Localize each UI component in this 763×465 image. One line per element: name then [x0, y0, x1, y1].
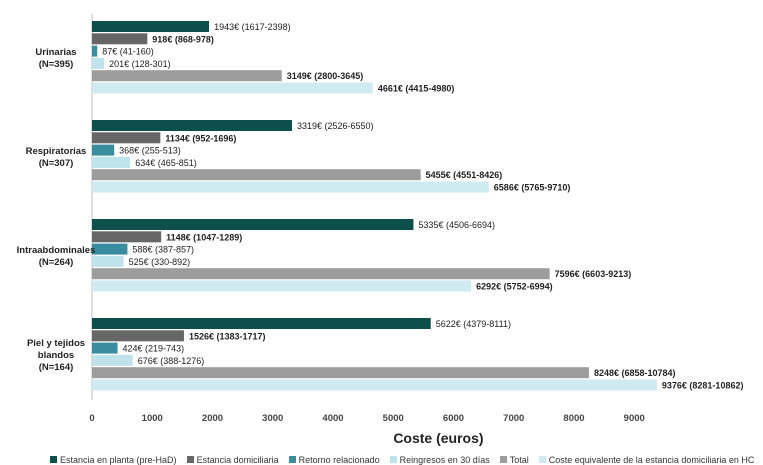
x-tick-label: 7000 [503, 413, 524, 424]
legend-label: Retorno relacionado [298, 454, 380, 465]
legend-swatch [499, 456, 507, 463]
bar [92, 132, 161, 144]
data-label: 201€ (128-301) [109, 59, 171, 69]
legend-swatch [50, 456, 57, 463]
bar [92, 255, 124, 267]
category-label: Intraabdominales [17, 245, 96, 256]
x-axis-title: Coste (euros) [393, 430, 483, 446]
data-label: 634€ (465-851) [135, 158, 197, 168]
legend-label: Coste equivalente de la estancia domicil… [548, 454, 755, 465]
data-label: 918€ (868-978) [152, 34, 214, 44]
legend-label: Reingresos en 30 días [399, 454, 490, 465]
data-label: 5455€ (4551-8426) [426, 170, 503, 180]
bar [92, 82, 373, 94]
data-label: 1134€ (952-1696) [165, 133, 236, 143]
data-label: 7596€ (6603-9213) [555, 269, 632, 279]
bar [92, 342, 118, 354]
bar [92, 181, 489, 193]
bar [92, 70, 282, 82]
legend: Estancia en planta (pre-HaD) Estancia dom… [0, 454, 763, 465]
bar [92, 268, 550, 280]
data-label: 3319€ (2526-6550) [297, 121, 374, 131]
data-label: 4661€ (4415-4980) [378, 84, 455, 94]
legend-label: Estancia domiciliaria [196, 454, 279, 465]
bar [92, 379, 657, 391]
category-label: (N=164) [39, 362, 74, 373]
bar [92, 144, 115, 156]
data-label: 424€ (219-743) [123, 344, 185, 354]
category-label: (N=307) [39, 158, 74, 169]
data-label: 368€ (255-513) [119, 146, 181, 156]
bar [92, 21, 210, 32]
category-label: Respiratorias [26, 146, 87, 157]
legend-swatch [186, 456, 194, 463]
bar [92, 367, 589, 379]
bar [92, 243, 128, 255]
bar [92, 57, 105, 69]
bar [92, 219, 414, 230]
bar [92, 330, 184, 342]
bar [92, 45, 98, 57]
legend-item: Estancia domiciliaria [186, 454, 279, 465]
legend-swatch [389, 456, 397, 463]
data-label: 1148€ (1047-1289) [166, 232, 242, 242]
x-tick-label: 9000 [624, 413, 645, 424]
data-label: 525€ (330-892) [129, 257, 191, 267]
bar [92, 280, 472, 292]
data-label: 9376€ (8281-10862) [662, 381, 744, 391]
bar [92, 33, 148, 45]
x-tick-label: 4000 [322, 413, 343, 424]
category-label: blandos [38, 350, 74, 361]
x-tick-label: 2000 [202, 413, 223, 424]
data-label: 6586€ (5765-9710) [494, 183, 571, 193]
bar [92, 354, 133, 366]
bar [92, 156, 131, 168]
bar [92, 231, 162, 243]
x-tick-label: 6000 [443, 413, 464, 424]
data-label: 3149€ (2800-3645) [287, 71, 364, 81]
category-label: Urinarias [35, 47, 76, 58]
legend-item: Retorno relacionado [288, 454, 380, 465]
bar [92, 120, 292, 131]
data-label: 6292€ (5752-6994) [476, 282, 553, 292]
x-tick-label: 1000 [142, 413, 163, 424]
legend-item: Coste equivalente de la estancia domicil… [538, 454, 755, 465]
legend-swatch [288, 456, 296, 463]
bar [92, 318, 431, 329]
legend-item: Total [499, 454, 529, 465]
data-label: 87€ (41-160) [102, 47, 154, 57]
data-label: 676€ (388-1276) [138, 356, 205, 366]
x-tick-label: 3000 [262, 413, 283, 424]
chart: 1943€ (1617-2398) 3319€ (2526-6550) 5335€ … [17, 14, 744, 446]
bar [92, 169, 421, 181]
legend-item: Estancia en planta (pre-HaD) [50, 454, 177, 465]
data-label: 8248€ (6858-10784) [594, 368, 676, 378]
legend-item: Reingresos en 30 días [389, 454, 490, 465]
x-tick-label: 8000 [563, 413, 584, 424]
data-label: 1526€ (1383-1717) [189, 331, 266, 341]
data-label: 1943€ (1617-2398) [214, 22, 291, 32]
legend-label: Estancia en planta (pre-HaD) [60, 454, 177, 465]
category-label: (N=395) [39, 59, 74, 70]
legend-label: Total [509, 454, 529, 465]
legend-swatch [538, 456, 546, 463]
data-label: 588€ (387-857) [132, 245, 194, 255]
data-label: 5335€ (4506-6694) [418, 220, 495, 230]
x-tick-label: 0 [89, 413, 94, 424]
data-label: 5622€ (4379-8111) [436, 319, 511, 329]
category-label: Piel y tejidos [27, 338, 85, 349]
x-tick-label: 5000 [383, 413, 404, 424]
category-label: (N=264) [39, 257, 74, 268]
